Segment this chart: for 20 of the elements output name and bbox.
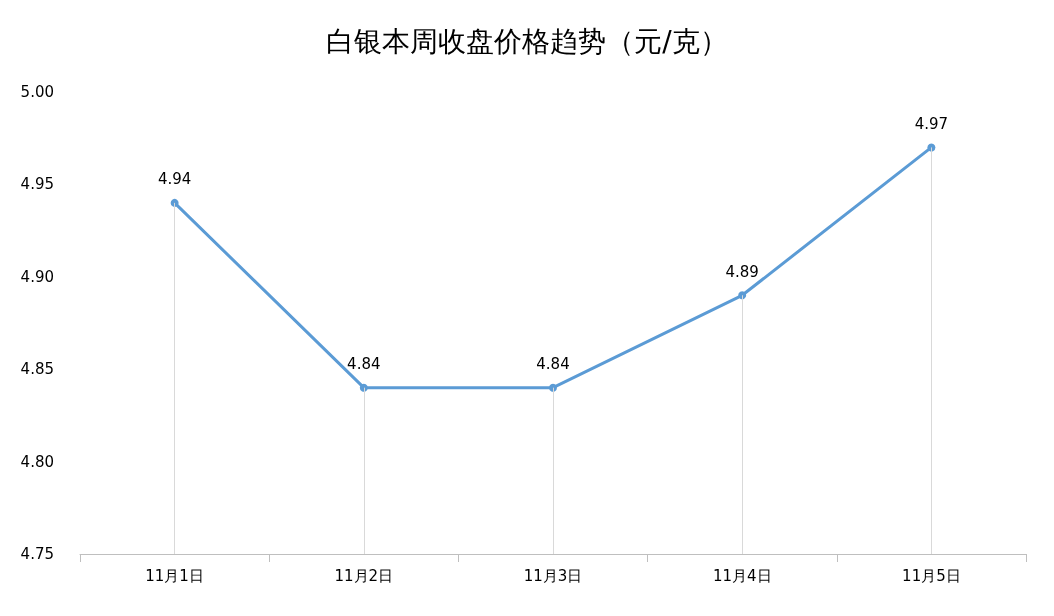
y-tick-label: 4.90	[20, 267, 54, 286]
data-label: 4.84	[347, 355, 381, 374]
x-tick-label: 11月3日	[523, 566, 583, 585]
x-tick-label: 11月2日	[334, 566, 394, 585]
x-tick-label: 11月4日	[712, 566, 772, 585]
chart-title: 白银本周收盘价格趋势（元/克）	[326, 24, 728, 58]
y-tick-label: 4.95	[20, 175, 54, 194]
data-label: 4.94	[157, 170, 192, 189]
point	[359, 383, 368, 392]
data-label: 4.97	[914, 114, 949, 133]
data-label: 4.89	[725, 262, 759, 281]
y-tick-label: 4.85	[20, 360, 54, 379]
point	[738, 291, 747, 300]
y-tick-label: 5.00	[20, 83, 54, 101]
y-tick-label: 4.75	[20, 545, 54, 563]
data-label: 4.84	[536, 355, 570, 374]
y-tick-label: 4.80	[20, 452, 54, 471]
point	[549, 383, 557, 392]
x-tick-label: 11月5日	[902, 566, 961, 585]
x-tick-label: 11月1日	[145, 566, 204, 585]
